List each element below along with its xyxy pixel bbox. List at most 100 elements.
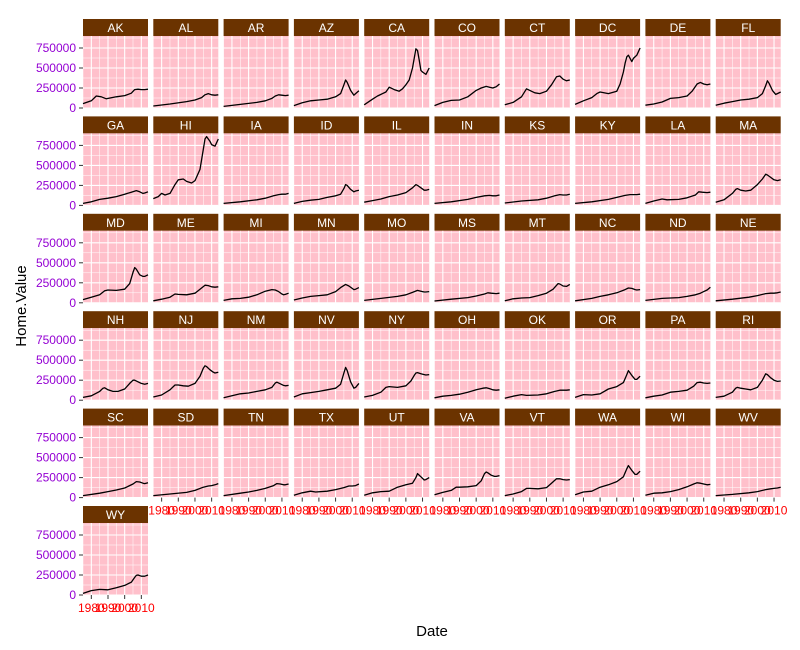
y-tick-label: 500000 xyxy=(36,548,76,562)
facet-strip xyxy=(364,116,430,134)
x-tick-label: 1980 xyxy=(219,504,246,518)
facet-strip xyxy=(223,19,289,36)
series-line-nd xyxy=(645,286,711,302)
panel-grid xyxy=(153,230,219,304)
facet-il: IL xyxy=(363,116,430,206)
facet-strip-label: SC xyxy=(107,411,124,425)
y-tick-label: 750000 xyxy=(36,333,76,347)
panel-grid xyxy=(153,36,219,109)
facet-strip xyxy=(83,116,148,134)
panel-background xyxy=(575,36,641,108)
panel-grid xyxy=(223,230,289,304)
facet-strip xyxy=(434,311,500,329)
series-line-md xyxy=(82,266,149,301)
facet-strip xyxy=(575,19,641,36)
series-line-al xyxy=(153,92,219,107)
facet-strip-label: AL xyxy=(178,21,193,35)
series-line-in xyxy=(434,194,500,205)
facet-strip xyxy=(83,213,148,231)
panel-grid xyxy=(434,133,500,206)
facet-wa: WA xyxy=(574,408,641,499)
facet-tn: TN xyxy=(223,408,289,499)
facet-strip xyxy=(504,408,570,426)
series-line-ms xyxy=(434,292,500,302)
panel-grid xyxy=(153,425,219,499)
facet-strip xyxy=(575,116,641,134)
facet-ga: GA xyxy=(82,116,149,206)
panel-background xyxy=(293,230,359,303)
facet-strip-label: SD xyxy=(177,411,194,425)
facet-strip xyxy=(83,506,148,523)
facet-strip xyxy=(645,311,711,329)
facet-strip-label: TX xyxy=(319,411,334,425)
facet-strip xyxy=(83,408,148,426)
series-line-mo xyxy=(364,289,430,302)
x-tick-label: 2010 xyxy=(690,504,717,518)
panel-background xyxy=(504,328,570,401)
facet-mn: MN xyxy=(293,213,360,304)
x-tick-label: 2010 xyxy=(128,601,155,615)
series-line-or xyxy=(574,369,641,399)
panel-background xyxy=(83,523,148,595)
x-tick-label: 1980 xyxy=(148,504,175,518)
facet-mo: MO xyxy=(363,213,430,304)
series-line-ia xyxy=(223,192,289,205)
panel-background xyxy=(504,230,570,303)
series-line-dc xyxy=(574,47,641,105)
facet-nh: NH xyxy=(82,311,149,401)
facet-strip-label: NM xyxy=(247,313,266,327)
facet-strip-label: WV xyxy=(739,411,758,425)
facet-fl: FL xyxy=(715,19,781,109)
x-tick-label: 1990 xyxy=(165,504,192,518)
y-tick-label: 500000 xyxy=(36,256,76,270)
facet-ca: CA xyxy=(363,19,430,109)
facet-vt: VT xyxy=(504,408,570,499)
series-line-ga xyxy=(82,189,149,205)
panel-grid xyxy=(434,425,500,499)
panel-grid xyxy=(645,230,711,304)
panel-background xyxy=(645,328,711,401)
facet-strip xyxy=(364,408,430,426)
panel-grid xyxy=(82,133,148,206)
panel-grid xyxy=(223,425,289,499)
facet-strip xyxy=(153,116,219,134)
y-tick-label: 250000 xyxy=(36,568,76,582)
panel-grid xyxy=(504,230,570,304)
facet-strip-label: CA xyxy=(388,21,405,35)
facet-wy: WY xyxy=(82,506,149,596)
series-line-sc xyxy=(82,480,149,497)
x-tick-label: 1990 xyxy=(446,504,473,518)
panel-grid xyxy=(434,328,500,401)
x-tick-label: 1980 xyxy=(640,504,667,518)
panel-background xyxy=(83,425,148,498)
panel-background xyxy=(223,328,289,401)
series-line-oh xyxy=(434,387,500,399)
panel-background xyxy=(645,230,711,303)
series-line-ri xyxy=(715,373,781,399)
series-line-wv xyxy=(715,486,781,497)
x-tick-label: 1980 xyxy=(711,504,738,518)
facet-strip xyxy=(504,213,570,231)
facet-strip-label: AZ xyxy=(319,21,334,35)
panel-grid xyxy=(293,328,359,401)
facet-strip-label: VA xyxy=(459,411,474,425)
facet-strip-label: KY xyxy=(600,118,616,132)
panel-background xyxy=(434,230,500,303)
panel-grid xyxy=(574,230,641,304)
panel-background xyxy=(715,133,781,206)
panel-grid xyxy=(293,36,359,109)
facet-nc: NC xyxy=(574,213,641,304)
panel-grid xyxy=(504,328,570,401)
facet-strip-label: FL xyxy=(741,21,755,35)
facet-strip-label: KS xyxy=(529,118,545,132)
facet-ar: AR xyxy=(223,19,289,109)
series-line-wa xyxy=(574,464,641,496)
facet-strip xyxy=(715,213,781,231)
x-axis: 1980199020002010198019902000201019801990… xyxy=(78,497,788,615)
facet-strip xyxy=(153,213,219,231)
y-tick-label: 250000 xyxy=(36,178,76,192)
panel-background xyxy=(504,36,570,108)
facet-strip xyxy=(223,311,289,329)
x-tick-label: 1990 xyxy=(235,504,262,518)
facet-ma: MA xyxy=(715,116,781,206)
